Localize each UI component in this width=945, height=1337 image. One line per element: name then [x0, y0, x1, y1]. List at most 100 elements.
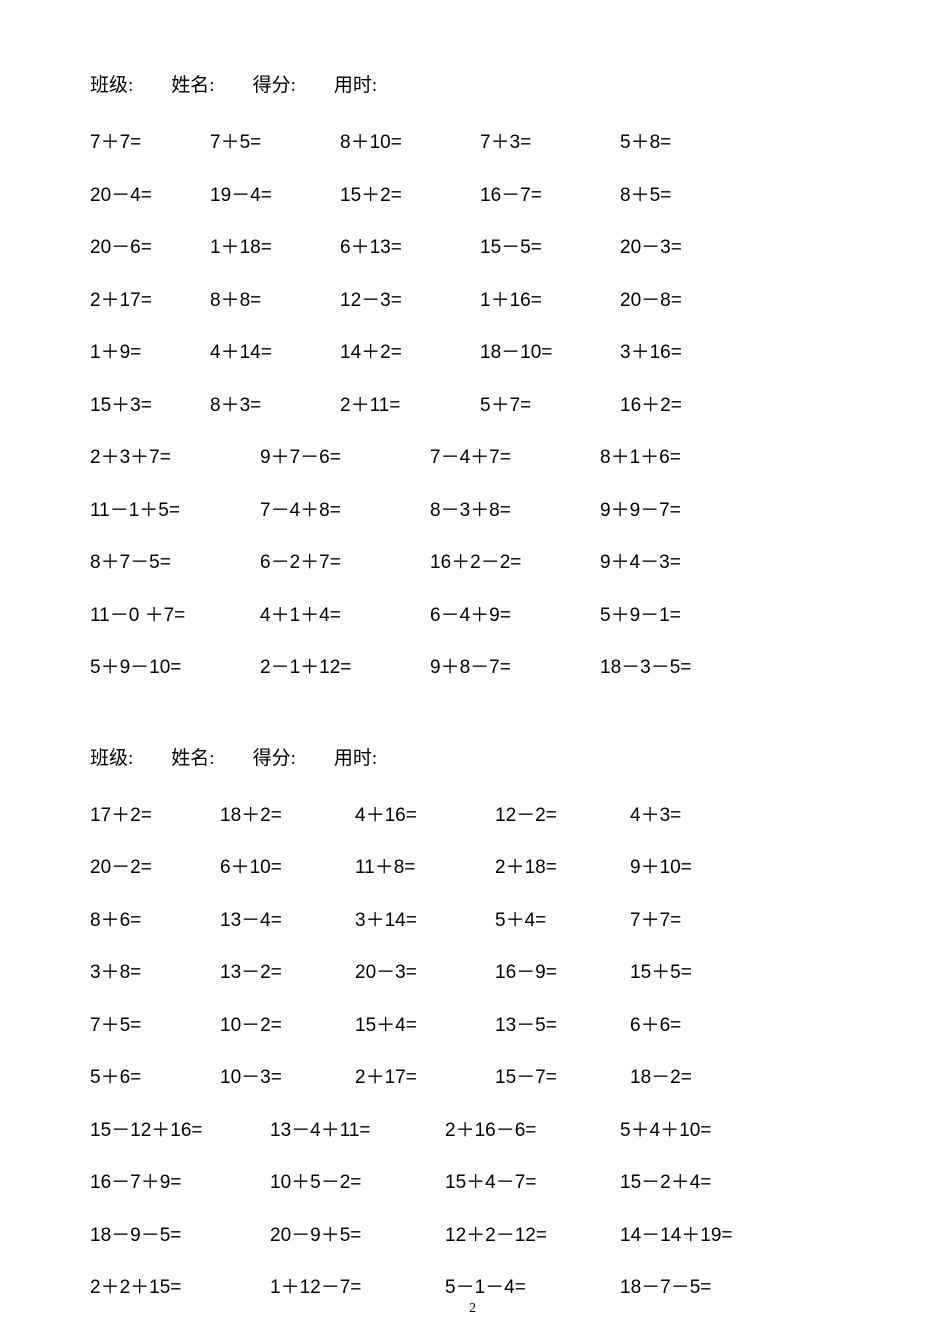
math-problem: 1＋16=: [480, 287, 620, 316]
math-problem: 16－7=: [480, 182, 620, 211]
math-problem: 10－3=: [220, 1064, 355, 1093]
math-problem: 4＋16=: [355, 802, 495, 831]
math-problem: 13－5=: [495, 1012, 630, 1041]
worksheet-section-1: 7＋7=7＋5=8＋10=7＋3=5＋8= 20－4=19－4=15＋2=16－7…: [90, 129, 855, 683]
problem-row: 11－0 ＋7=4＋1＋4=6－4＋9=5＋9－1=: [90, 602, 855, 631]
worksheet-section-2: 17＋2=18＋2=4＋16=12－2=4＋3=20－2=6＋10=11＋8=2…: [90, 802, 855, 1303]
math-problem: 7＋3=: [480, 129, 620, 158]
math-problem: 15－12＋16=: [90, 1117, 270, 1146]
math-problem: 5－1－4=: [445, 1274, 620, 1303]
name-label: 姓名:: [171, 70, 214, 97]
page-number: 2: [469, 1301, 476, 1317]
math-problem: 5＋4=: [495, 907, 630, 936]
math-problem: 17＋2=: [90, 802, 220, 831]
math-problem: 2＋16－6=: [445, 1117, 620, 1146]
math-problem: 7－4＋7=: [430, 444, 600, 473]
problem-row: 7＋7=7＋5=8＋10=7＋3=5＋8=: [90, 129, 855, 158]
worksheet-header-1: 班级: 姓名: 得分: 用时:: [90, 70, 855, 97]
math-problem: 6＋10=: [220, 854, 355, 883]
math-problem: 10－2=: [220, 1012, 355, 1041]
math-problem: 15－7=: [495, 1064, 630, 1093]
math-problem: 8＋1＋6=: [600, 444, 770, 473]
math-problem: 11－0 ＋7=: [90, 602, 260, 631]
math-problem: 7－4＋8=: [260, 497, 430, 526]
problem-row: 2＋3＋7=9＋7－6=7－4＋7=8＋1＋6=: [90, 444, 855, 473]
math-problem: 13－4＋11=: [270, 1117, 445, 1146]
math-problem: 11－1＋5=: [90, 497, 260, 526]
math-problem: 5＋6=: [90, 1064, 220, 1093]
math-problem: 11＋8=: [355, 854, 495, 883]
math-problem: 8＋3=: [210, 392, 340, 421]
math-problem: 14－14＋19=: [620, 1222, 800, 1251]
math-problem: 16－7＋9=: [90, 1169, 270, 1198]
math-problem: 18－2=: [630, 1064, 760, 1093]
math-problem: 15＋3=: [90, 392, 210, 421]
problem-row: 7＋5=10－2=15＋4=13－5=6＋6=: [90, 1012, 855, 1041]
problem-row: 11－1＋5=7－4＋8=8－3＋8=9＋9－7=: [90, 497, 855, 526]
math-problem: 16－9=: [495, 959, 630, 988]
math-problem: 1＋12－7=: [270, 1274, 445, 1303]
math-problem: 12＋2－12=: [445, 1222, 620, 1251]
problem-row: 15＋3=8＋3=2＋11=5＋7=16＋2=: [90, 392, 855, 421]
math-problem: 19－4=: [210, 182, 340, 211]
math-problem: 9＋9－7=: [600, 497, 770, 526]
time-label: 用时:: [334, 70, 377, 97]
problem-row: 8＋6=13－4=3＋14=5＋4=7＋7=: [90, 907, 855, 936]
math-problem: 20－9＋5=: [270, 1222, 445, 1251]
math-problem: 9＋8－7=: [430, 654, 600, 683]
time-label: 用时:: [334, 743, 377, 770]
score-label: 得分:: [253, 70, 296, 97]
math-problem: 15－2＋4=: [620, 1169, 800, 1198]
problem-row: 20－4=19－4=15＋2=16－7=8＋5=: [90, 182, 855, 211]
math-problem: 20－4=: [90, 182, 210, 211]
class-label: 班级:: [90, 70, 133, 97]
math-problem: 7＋5=: [210, 129, 340, 158]
math-problem: 18－7－5=: [620, 1274, 800, 1303]
math-problem: 18－10=: [480, 339, 620, 368]
math-problem: 6－2＋7=: [260, 549, 430, 578]
math-problem: 2＋18=: [495, 854, 630, 883]
problem-row: 8＋7－5=6－2＋7=16＋2－2=9＋4－3=: [90, 549, 855, 578]
problem-row: 15－12＋16=13－4＋11=2＋16－6=5＋4＋10=: [90, 1117, 855, 1146]
math-problem: 1＋18=: [210, 234, 340, 263]
problem-row: 20－6=1＋18=6＋13=15－5=20－3=: [90, 234, 855, 263]
math-problem: 4＋1＋4=: [260, 602, 430, 631]
math-problem: 8＋7－5=: [90, 549, 260, 578]
math-problem: 4＋3=: [630, 802, 760, 831]
math-problem: 15＋4－7=: [445, 1169, 620, 1198]
math-problem: 10＋5－2=: [270, 1169, 445, 1198]
math-problem: 2＋17=: [90, 287, 210, 316]
math-problem: 8＋5=: [620, 182, 750, 211]
math-problem: 20－3=: [620, 234, 750, 263]
problem-row: 18－9－5=20－9＋5=12＋2－12=14－14＋19=: [90, 1222, 855, 1251]
problem-row: 5＋6=10－3=2＋17=15－7=18－2=: [90, 1064, 855, 1093]
math-problem: 16＋2－2=: [430, 549, 600, 578]
problem-row: 5＋9－10=2－1＋12=9＋8－7=18－3－5=: [90, 654, 855, 683]
math-problem: 3＋16=: [620, 339, 750, 368]
math-problem: 2＋3＋7=: [90, 444, 260, 473]
math-problem: 8＋8=: [210, 287, 340, 316]
math-problem: 2＋11=: [340, 392, 480, 421]
math-problem: 5＋7=: [480, 392, 620, 421]
math-problem: 16＋2=: [620, 392, 750, 421]
math-problem: 2－1＋12=: [260, 654, 430, 683]
math-problem: 2＋17=: [355, 1064, 495, 1093]
math-problem: 13－4=: [220, 907, 355, 936]
math-problem: 7＋7=: [90, 129, 210, 158]
problem-row: 1＋9=4＋14=14＋2=18－10=3＋16=: [90, 339, 855, 368]
score-label: 得分:: [253, 743, 296, 770]
math-problem: 20－6=: [90, 234, 210, 263]
math-problem: 15＋5=: [630, 959, 760, 988]
class-label: 班级:: [90, 743, 133, 770]
math-problem: 5＋4＋10=: [620, 1117, 800, 1146]
name-label: 姓名:: [171, 743, 214, 770]
problem-row: 2＋17=8＋8=12－3=1＋16=20－8=: [90, 287, 855, 316]
math-problem: 5＋8=: [620, 129, 750, 158]
math-problem: 8－3＋8=: [430, 497, 600, 526]
math-problem: 8＋6=: [90, 907, 220, 936]
math-problem: 20－8=: [620, 287, 750, 316]
math-problem: 20－2=: [90, 854, 220, 883]
math-problem: 2＋2＋15=: [90, 1274, 270, 1303]
problem-row: 3＋8=13－2=20－3=16－9=15＋5=: [90, 959, 855, 988]
math-problem: 18－9－5=: [90, 1222, 270, 1251]
